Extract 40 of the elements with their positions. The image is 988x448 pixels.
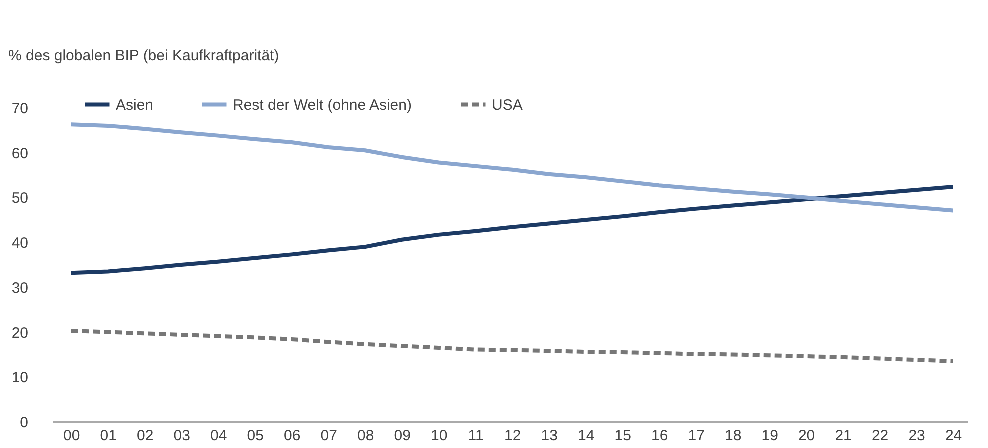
x-tick-label: 05 (247, 428, 264, 444)
x-tick-label: 08 (358, 428, 374, 444)
x-tick-label: 24 (945, 428, 962, 444)
x-tick-label: 11 (468, 428, 484, 444)
x-tick-label: 06 (284, 428, 301, 444)
x-tick-label: 23 (908, 428, 926, 444)
line-series (69, 328, 956, 364)
y-tick-label: 10 (12, 370, 28, 387)
y-tick-label: 30 (12, 280, 28, 297)
x-tick-label: 19 (762, 428, 778, 444)
x-tick-label: 14 (578, 428, 595, 444)
x-tick-label: 02 (137, 428, 154, 444)
legend-label: Asien (116, 96, 154, 114)
x-tick-label: 01 (100, 428, 117, 444)
x-tick-label: 00 (64, 428, 80, 444)
x-tick-label: 20 (798, 428, 816, 444)
x-tick-label: 22 (872, 428, 889, 444)
x-tick-label: 16 (651, 428, 668, 444)
x-tick-label: 12 (504, 428, 522, 444)
y-tick-label: 40 (12, 235, 28, 252)
x-tick-label: 07 (320, 428, 338, 444)
y-tick-label: 50 (12, 190, 28, 208)
x-tick-label: 17 (688, 428, 705, 444)
legend-label: Rest der Welt (ohne Asien) (233, 96, 412, 114)
x-tick-label: 13 (541, 428, 558, 444)
legend-label: USA (492, 96, 523, 114)
x-tick-label: 15 (614, 428, 632, 444)
x-tick-label: 09 (394, 428, 411, 444)
x-tick-label: 18 (724, 428, 742, 444)
y-tick-label: 0 (20, 414, 28, 432)
x-tick-label: 03 (174, 428, 190, 444)
y-tick-label: 70 (12, 100, 28, 118)
x-tick-label: 21 (835, 428, 852, 444)
x-tick-label: 10 (431, 428, 448, 444)
line-series (69, 184, 956, 276)
y-tick-label: 60 (12, 145, 28, 162)
x-tick-label: 04 (210, 428, 228, 444)
line-series (69, 122, 956, 213)
y-axis-title: % des globalen BIP (bei Kaufkraftparität) (8, 48, 280, 64)
y-tick-label: 20 (12, 324, 28, 342)
